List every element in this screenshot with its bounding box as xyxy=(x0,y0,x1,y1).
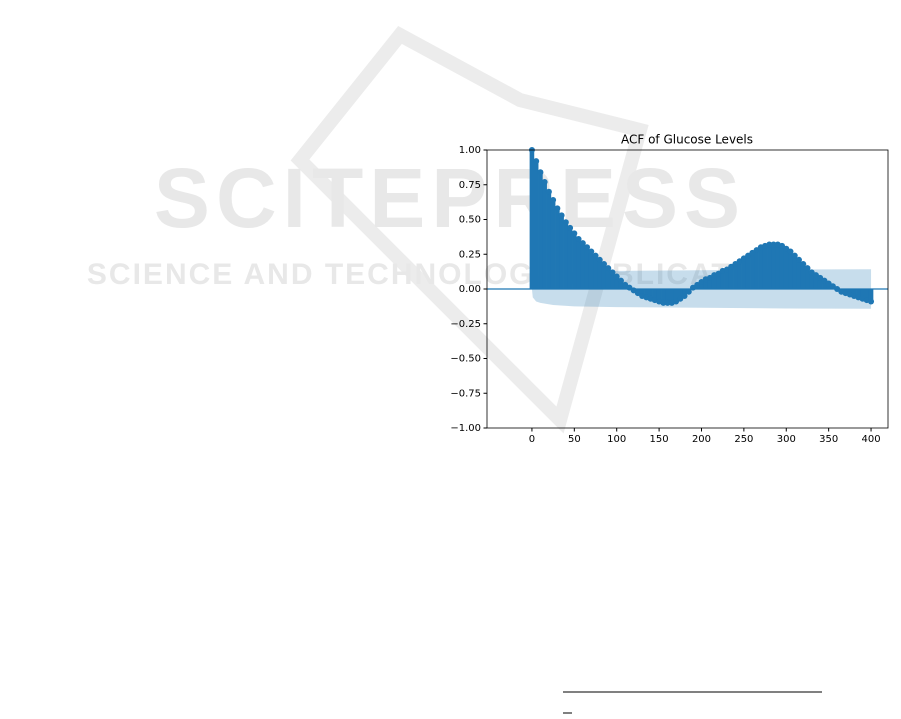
stem-marker xyxy=(745,252,752,259)
stem-marker xyxy=(567,224,574,231)
stem-marker xyxy=(706,274,713,281)
y-tick-label: −0.25 xyxy=(450,319,481,330)
chart-title: ACF of Glucose Levels xyxy=(621,133,753,147)
stem-marker xyxy=(783,245,790,252)
stem-marker xyxy=(749,249,756,256)
stem-marker xyxy=(766,241,773,248)
stem-marker xyxy=(868,298,875,305)
stem-marker xyxy=(609,269,616,276)
stem-marker xyxy=(673,298,680,305)
stem-marker xyxy=(550,197,557,204)
stem-marker xyxy=(592,252,599,259)
stem-marker xyxy=(617,277,624,284)
stem-marker xyxy=(770,241,777,248)
stem-marker xyxy=(800,260,807,267)
stem-marker xyxy=(677,295,684,302)
stem-marker xyxy=(821,277,828,284)
stem-marker xyxy=(613,273,620,280)
stem-marker xyxy=(728,263,735,270)
stem-marker xyxy=(808,269,815,276)
stem-marker xyxy=(588,248,595,255)
stem-marker xyxy=(829,283,836,290)
stem-marker xyxy=(825,280,832,287)
stem-marker xyxy=(558,212,565,219)
stem-marker xyxy=(541,178,548,185)
stem-marker xyxy=(804,265,811,272)
stem-marker xyxy=(791,252,798,259)
y-tick-label: −0.75 xyxy=(450,388,481,399)
y-tick-label: 0.50 xyxy=(459,215,481,226)
stem-marker xyxy=(584,244,591,251)
stem-marker xyxy=(787,248,794,255)
stem-marker xyxy=(698,279,705,286)
watermark-title: SCITEPRESS xyxy=(154,151,746,245)
stem-marker xyxy=(753,247,760,254)
stem-marker xyxy=(600,260,607,267)
stem-marker xyxy=(694,281,701,288)
y-tick-label: 1.00 xyxy=(459,145,481,156)
stem-marker xyxy=(736,258,743,265)
stem-marker xyxy=(795,256,802,263)
stem-marker xyxy=(605,265,612,272)
stem-marker xyxy=(660,299,667,306)
stem-marker xyxy=(571,230,578,237)
x-tick-label: 200 xyxy=(692,434,711,445)
stem-marker xyxy=(634,290,641,297)
stem-marker xyxy=(817,274,824,281)
stem-marker xyxy=(664,299,671,306)
x-tick-label: 50 xyxy=(568,434,581,445)
x-tick-label: 250 xyxy=(734,434,753,445)
y-tick-label: −1.00 xyxy=(450,423,481,434)
stem-marker xyxy=(732,260,739,267)
stem-marker xyxy=(622,281,629,288)
stem-marker xyxy=(715,270,722,277)
stem-marker xyxy=(723,266,730,273)
x-tick-label: 400 xyxy=(861,434,880,445)
stem-marker xyxy=(562,219,569,226)
watermark-subtitle: SCIENCE AND TECHNOLOGY PUBLICATIONS xyxy=(87,258,813,291)
y-tick-label: 0.75 xyxy=(459,180,481,191)
stem-marker xyxy=(554,205,561,212)
watermark-logo xyxy=(290,26,649,434)
x-tick-label: 100 xyxy=(607,434,626,445)
stem-marker xyxy=(596,256,603,263)
y-tick-label: −0.50 xyxy=(450,354,481,365)
stem-marker xyxy=(812,272,819,279)
stem-marker xyxy=(681,292,688,299)
stem-marker xyxy=(537,169,544,176)
x-tick-label: 0 xyxy=(529,434,535,445)
x-tick-label: 350 xyxy=(819,434,838,445)
stem-marker xyxy=(779,242,786,249)
stem-marker xyxy=(575,235,582,242)
stem-marker xyxy=(533,158,540,165)
stem-marker xyxy=(740,255,747,262)
x-tick-label: 150 xyxy=(650,434,669,445)
stem-marker xyxy=(579,240,586,247)
stem-marker xyxy=(685,288,692,295)
y-tick-label: 0.00 xyxy=(459,284,481,295)
y-tick-label: 0.25 xyxy=(459,249,481,260)
x-tick-label: 300 xyxy=(777,434,796,445)
stem-marker xyxy=(545,188,552,195)
